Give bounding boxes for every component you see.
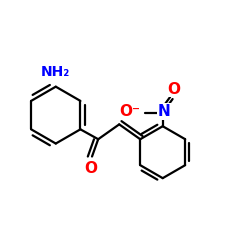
Text: N: N — [158, 104, 170, 119]
Text: O: O — [84, 162, 97, 176]
Text: NH₂: NH₂ — [41, 65, 70, 79]
Text: O: O — [167, 82, 180, 96]
Text: O⁻: O⁻ — [120, 104, 141, 119]
